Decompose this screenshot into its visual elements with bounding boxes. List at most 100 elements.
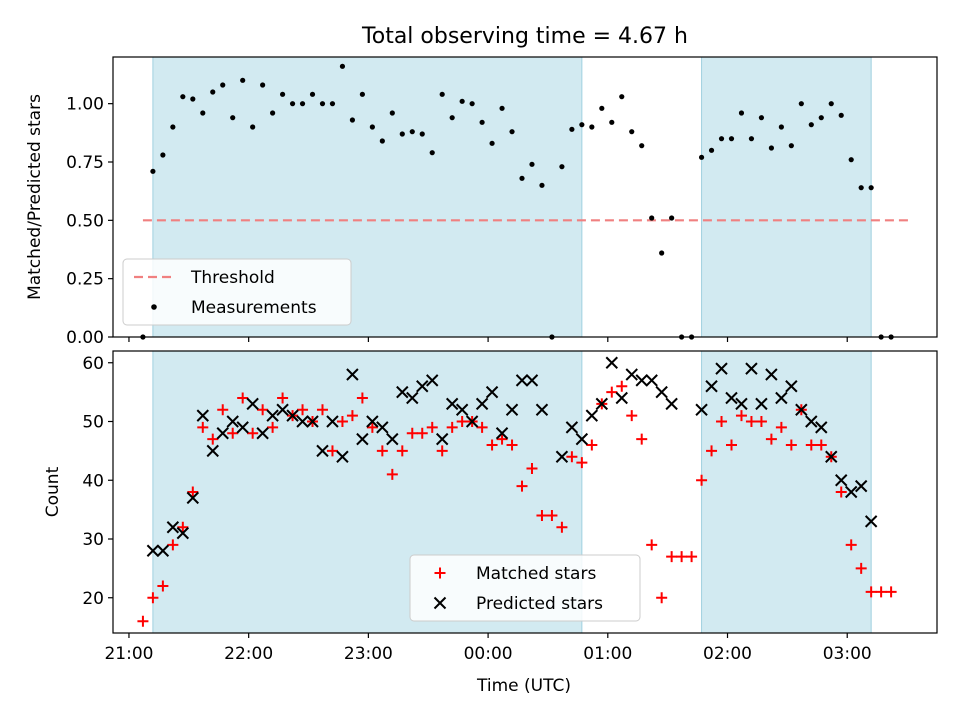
matched-star-point (556, 521, 568, 533)
matched-star-point (297, 404, 309, 416)
matched-star-point (775, 421, 787, 433)
y-tick-label: 50 (82, 413, 104, 433)
predicted-star-point (585, 409, 599, 422)
measurement-point (379, 138, 385, 144)
measurement-point (798, 101, 804, 107)
predicted-star-point (296, 415, 309, 428)
y-tick-label: 60 (82, 354, 104, 374)
measurement-point (190, 96, 196, 102)
predicted-star-point (216, 427, 229, 440)
matched-stars-points (137, 380, 897, 627)
predicted-star-point (306, 415, 319, 428)
predicted-star-point (615, 391, 628, 405)
predicted-star-point (645, 374, 658, 387)
measurement-point (299, 101, 306, 107)
matched-star-point (745, 416, 757, 427)
measurement-point (160, 152, 166, 158)
predicted-star-point (426, 374, 439, 387)
measurement-point (718, 136, 725, 142)
matched-star-point (346, 410, 358, 422)
x-tick-label: 23:00 (344, 644, 393, 664)
measurement-point (599, 105, 605, 111)
measurement-point (579, 122, 585, 128)
predicted-star-point (785, 380, 798, 393)
matched-star-point (805, 439, 817, 451)
measurement-point (449, 115, 455, 121)
matched-star-point (626, 410, 638, 422)
measurement-point (768, 145, 775, 151)
legend-predicted-label: Predicted stars (476, 594, 603, 614)
matched-star-point (686, 551, 698, 563)
measurement-point (529, 161, 535, 167)
predicted-star-point (146, 544, 160, 557)
x-tick-label: 03:00 (823, 644, 872, 664)
matched-star-point (646, 539, 658, 551)
legend-matched-swatch (434, 567, 446, 579)
measurement-point (778, 124, 784, 130)
bottom-y-label: Count (43, 466, 63, 517)
predicted-star-point (366, 415, 379, 428)
y-tick-label: 0.25 (66, 270, 104, 290)
observing-window (701, 56, 872, 338)
y-tick-label: 30 (82, 530, 104, 550)
predicted-star-point (256, 427, 269, 440)
measurement-point (728, 136, 735, 142)
bottom-legend: Matched stars Predicted stars (409, 554, 641, 622)
matched-star-point (656, 592, 668, 604)
predicted-star-point (276, 403, 289, 416)
matched-star-point (167, 539, 179, 551)
measurement-point (279, 91, 286, 97)
predicted-star-point (336, 450, 349, 463)
measurement-point (359, 91, 365, 97)
predicted-star-point (386, 432, 399, 446)
matched-star-point (546, 510, 558, 521)
matched-star-point (855, 562, 867, 574)
measurement-point (698, 154, 705, 160)
measurement-point (429, 150, 435, 156)
predicted-star-point (535, 403, 549, 416)
measurement-point (708, 147, 715, 153)
matched-star-point (636, 433, 648, 445)
matched-star-point (476, 421, 488, 433)
predicted-star-point (805, 415, 818, 428)
measurement-point (629, 129, 635, 135)
predicted-star-point (775, 391, 788, 405)
measurement-point (499, 105, 505, 111)
matched-star-point (865, 586, 877, 598)
measurement-point (649, 215, 655, 221)
matched-star-point (576, 457, 588, 469)
matched-star-point (376, 445, 388, 457)
matched-star-point (616, 380, 628, 392)
top-axes-frame (112, 56, 938, 338)
measurement-point (808, 122, 814, 128)
matched-star-point (396, 445, 408, 457)
matched-star-point (586, 439, 598, 451)
measurement-point (868, 185, 874, 191)
measurement-point (240, 77, 246, 83)
measurement-point (369, 124, 375, 130)
matched-star-point (157, 580, 169, 592)
predicted-star-point (196, 409, 209, 422)
matched-star-point (696, 474, 708, 486)
measurement-point (489, 140, 495, 146)
matched-star-point (606, 386, 618, 398)
predicted-star-point (555, 450, 569, 463)
y-tick-label: 0.50 (66, 211, 104, 231)
measurement-point (509, 129, 515, 135)
predicted-star-point (475, 397, 489, 411)
measurement-point (818, 115, 824, 121)
matched-star-point (716, 416, 728, 427)
measurement-point (748, 136, 755, 142)
measurement-point (669, 215, 675, 221)
bottom-axes: 20 30 40 50 60 21:00 22:00 23:00 00:00 01:00 02:0… (43, 350, 938, 696)
measurement-point (439, 91, 445, 97)
matched-star-point (835, 486, 847, 498)
measurement-point (309, 91, 316, 97)
matched-star-point (426, 421, 438, 433)
measurement-point (329, 101, 336, 107)
top-y-ticks: 0.00 0.25 0.50 0.75 1.00 (66, 95, 113, 348)
top-x-ticks (128, 337, 848, 342)
predicted-star-point (286, 409, 299, 422)
measurement-point (659, 250, 665, 256)
predicted-star-point (206, 444, 219, 458)
